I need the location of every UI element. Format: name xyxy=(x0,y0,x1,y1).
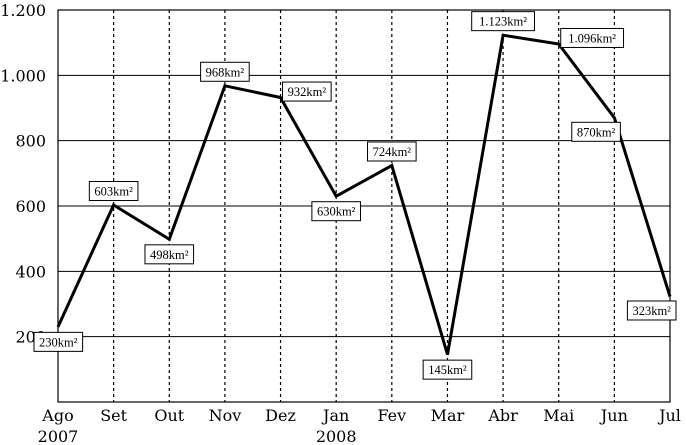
x-tick-label: Out xyxy=(154,406,184,425)
data-label-box xyxy=(144,244,195,265)
x-tick-label: Ago xyxy=(41,406,73,425)
data-label-text: 603km² xyxy=(94,185,133,199)
horizontal-gridlines xyxy=(58,9,670,338)
data-label: 603km² xyxy=(88,181,139,202)
data-label-text: 323km² xyxy=(632,304,671,318)
data-label-box xyxy=(367,141,417,162)
data-label-text: 870km² xyxy=(577,125,616,139)
data-label-text: 1.096km² xyxy=(568,31,616,45)
x-axis-tick-labels: Ago 2007 Set Out Nov Dez Jan 2008 Fev Mar Abr Mai Ju… xyxy=(38,406,681,445)
data-label: 1.123km² xyxy=(471,11,535,32)
x-tick-label: Mai xyxy=(543,406,574,425)
y-tick-label: 600 xyxy=(15,197,46,216)
data-label-box xyxy=(626,300,677,321)
data-label-box xyxy=(571,121,621,142)
data-label-text: 1.123km² xyxy=(479,15,527,29)
data-label-box xyxy=(33,331,84,352)
data-label: 230km² xyxy=(33,331,84,352)
data-label-box xyxy=(282,81,332,102)
data-label-text: 630km² xyxy=(317,205,356,219)
data-label-text: 145km² xyxy=(428,363,467,377)
data-label-text: 230km² xyxy=(39,335,78,349)
data-label-text: 498km² xyxy=(150,248,189,262)
data-label: 323km² xyxy=(626,300,677,321)
data-label-box xyxy=(200,61,250,82)
series-line xyxy=(56,33,672,356)
data-label: 498km² xyxy=(144,244,195,265)
vertical-gridlines xyxy=(113,10,615,402)
x-tick-label: Jun xyxy=(599,406,628,425)
x-tick-label: Mar xyxy=(431,406,465,425)
data-label-text: 968km² xyxy=(206,65,245,79)
x-tick-label: Nov xyxy=(209,406,242,425)
data-label-box xyxy=(422,359,473,380)
data-label-box xyxy=(471,11,535,32)
data-label-text: 724km² xyxy=(373,145,412,159)
x-tick-label: Jan xyxy=(321,406,349,425)
data-label: 724km² xyxy=(367,141,417,162)
plot-frame xyxy=(57,9,671,403)
data-label-text: 932km² xyxy=(288,85,327,99)
x-tick-year-label: 2008 xyxy=(316,427,357,445)
data-label: 1.096km² xyxy=(560,27,625,48)
y-tick-label: 1.000 xyxy=(0,66,46,85)
data-label-box xyxy=(311,201,361,222)
data-label-box xyxy=(560,27,625,48)
x-tick-label: Fev xyxy=(377,406,406,425)
x-tick-label: Set xyxy=(100,406,127,425)
data-label: 630km² xyxy=(311,201,361,222)
data-labels: 230km² 603km² 498km² 968km² 932km² 630km² 724k… xyxy=(33,11,677,380)
x-tick-label: Abr xyxy=(487,406,518,425)
y-tick-label: 400 xyxy=(15,262,46,281)
x-tick-year-label: 2007 xyxy=(38,427,79,445)
data-label: 932km² xyxy=(282,81,332,102)
data-label: 870km² xyxy=(571,121,621,142)
x-tick-label: Jul xyxy=(657,406,681,425)
x-tick-label: Dez xyxy=(265,406,296,425)
y-tick-label: 1.200 xyxy=(0,1,46,20)
data-label: 145km² xyxy=(422,359,473,380)
data-label-box xyxy=(88,181,139,202)
y-tick-label: 800 xyxy=(15,132,46,151)
data-label: 968km² xyxy=(200,61,250,82)
